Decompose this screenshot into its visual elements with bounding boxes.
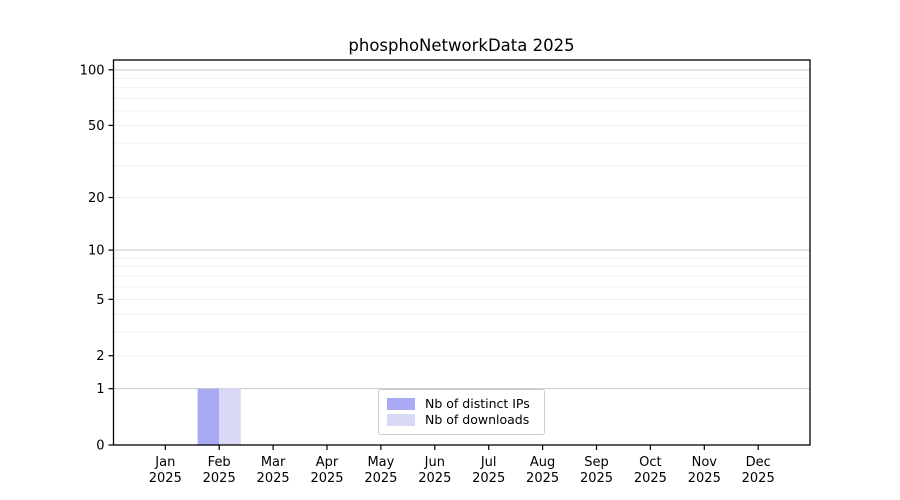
x-tick-label-month: Aug bbox=[530, 455, 555, 470]
x-tick-label-month: Jun bbox=[424, 455, 445, 470]
x-tick-label-year: 2025 bbox=[310, 471, 343, 486]
x-tick-label-month: Jul bbox=[480, 455, 497, 470]
y-tick-label: 2 bbox=[96, 349, 104, 364]
legend: Nb of distinct IPs Nb of downloads bbox=[378, 389, 545, 435]
x-tick-label-month: Dec bbox=[746, 455, 771, 470]
x-tick-label-year: 2025 bbox=[688, 471, 721, 486]
x-tick-label-month: Sep bbox=[584, 455, 609, 470]
bar-distinct-ips bbox=[197, 388, 220, 445]
x-tick-label-month: Jan bbox=[154, 455, 175, 470]
y-tick-label: 100 bbox=[80, 63, 105, 78]
x-tick-label-month: Oct bbox=[639, 455, 661, 470]
y-tick-label: 10 bbox=[88, 244, 105, 259]
legend-label-distinct-ips: Nb of distinct IPs bbox=[425, 395, 530, 411]
legend-swatch-distinct-ips bbox=[387, 397, 415, 410]
legend-swatch-downloads bbox=[387, 414, 415, 427]
legend-item-distinct-ips: Nb of distinct IPs bbox=[387, 395, 536, 411]
x-tick-label-year: 2025 bbox=[257, 471, 290, 486]
x-tick-label-month: Feb bbox=[208, 455, 231, 470]
x-tick-label-month: Mar bbox=[261, 455, 286, 470]
x-tick-label-year: 2025 bbox=[364, 471, 397, 486]
plot-border bbox=[112, 59, 811, 446]
y-tick-label: 20 bbox=[88, 191, 105, 206]
legend-label-downloads: Nb of downloads bbox=[425, 412, 530, 427]
x-tick-label-month: Nov bbox=[692, 455, 718, 470]
legend-item-downloads: Nb of downloads bbox=[387, 412, 536, 427]
x-tick-label-year: 2025 bbox=[418, 471, 451, 486]
x-tick-label-year: 2025 bbox=[580, 471, 613, 486]
x-tick-label-month: Apr bbox=[316, 455, 339, 470]
chart-title: phosphoNetworkData 2025 bbox=[348, 36, 575, 55]
y-tick-label: 1 bbox=[96, 382, 104, 397]
x-tick-label-year: 2025 bbox=[149, 471, 182, 486]
x-tick-label-year: 2025 bbox=[472, 471, 505, 486]
x-tick-label-year: 2025 bbox=[203, 471, 236, 486]
y-tick-label: 50 bbox=[88, 119, 105, 134]
x-tick-label-year: 2025 bbox=[634, 471, 667, 486]
x-tick-label-year: 2025 bbox=[526, 471, 559, 486]
x-tick-label-year: 2025 bbox=[742, 471, 775, 486]
bar-downloads bbox=[219, 388, 241, 445]
y-tick-label: 0 bbox=[96, 439, 104, 454]
x-tick-label-month: May bbox=[367, 455, 394, 470]
y-tick-label: 5 bbox=[96, 293, 104, 308]
